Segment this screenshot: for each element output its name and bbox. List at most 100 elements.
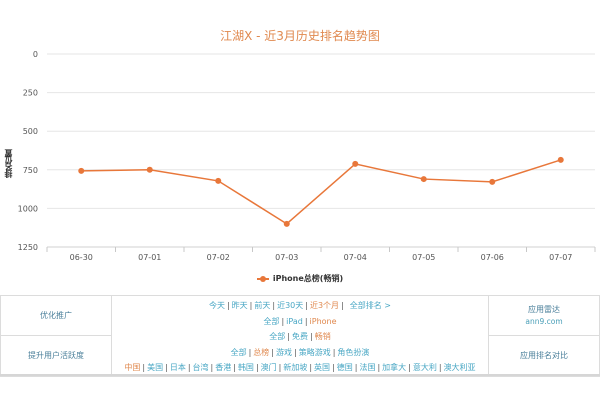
legend-label: iPhone总榜(畅销) — [272, 274, 344, 283]
data-point[interactable] — [557, 156, 564, 163]
separator: | — [309, 363, 313, 372]
device-link[interactable]: iPhone — [309, 316, 337, 326]
country-link[interactable]: 中国 — [124, 363, 141, 372]
app-rank-compare-link[interactable]: 应用排名对比 — [488, 335, 600, 377]
data-point[interactable] — [489, 178, 496, 185]
divider — [0, 374, 600, 376]
device-link[interactable]: 全部 — [263, 316, 280, 326]
y-tick-label: 500 — [23, 127, 38, 136]
country-link[interactable]: 台湾 — [192, 363, 209, 372]
separator: | — [271, 347, 274, 357]
x-tick-label: 07-07 — [549, 253, 572, 262]
category-link[interactable]: 角色扮演 — [337, 347, 370, 357]
y-tick-label: 0 — [33, 50, 38, 59]
separator: | — [249, 301, 253, 310]
y-tick-label: 250 — [23, 89, 38, 98]
country-link[interactable]: 澳门 — [260, 363, 277, 372]
separator: | — [305, 301, 308, 310]
x-axis: 06-30 07-01 07-02 07-03 07-04 07-05 07-06 07-07 — [46, 246, 596, 262]
y-tick-label: 1250 — [18, 243, 38, 252]
app-radar-domain: ann9.com — [525, 316, 563, 326]
price-link[interactable]: 全部 — [269, 332, 286, 341]
category-filter: 全部 | 总榜 | 游戏 | 策略游戏 | 角色扮演 — [112, 345, 488, 361]
data-point[interactable] — [215, 177, 222, 184]
line-chart: 0 250 500 750 1000 1250 06-30 07-01 07-02 07-03 0… — [18, 50, 596, 262]
y-tick-label: 1000 — [18, 204, 38, 213]
separator: | — [233, 363, 236, 372]
data-point[interactable] — [146, 166, 153, 173]
legend-series-marker-icon — [256, 275, 269, 282]
category-link[interactable]: 全部 — [230, 347, 247, 357]
device-link[interactable]: iPad — [286, 316, 303, 326]
data-point[interactable] — [283, 220, 290, 227]
filter-links-panel: 今天 | 昨天 | 前天 | 近30天 | 近3个月 | 全部排名 > 全部 | iPad | iPhone… — [111, 295, 489, 377]
x-tick-label: 07-04 — [344, 253, 367, 262]
separator: | — [142, 363, 146, 372]
country-link[interactable]: 日本 — [169, 363, 186, 372]
separator: | — [341, 301, 344, 310]
device-filter: 全部 | iPad | iPhone — [112, 314, 488, 330]
separator: | — [187, 363, 191, 372]
separator: | — [354, 363, 358, 372]
app-radar-label: 应用雷达 — [528, 304, 560, 314]
country-link[interactable]: 韩国 — [237, 363, 254, 372]
separator: | — [310, 332, 313, 341]
time-range-link[interactable]: 近3个月 — [309, 301, 340, 310]
optimize-promotion-link[interactable]: 优化推广 — [0, 294, 112, 337]
data-point[interactable] — [352, 160, 359, 167]
price-filter: 全部 | 免费 | 畅销 — [112, 329, 488, 345]
y-axis-ticks: 0 250 500 750 1000 1250 — [18, 50, 38, 252]
x-tick-label: 06-30 — [70, 253, 93, 262]
separator: | — [377, 363, 381, 372]
country-link[interactable]: 德国 — [336, 363, 353, 372]
ranking-filter-table: 优化推广 今天 | 昨天 | 前天 | 近30天 | 近3个月 | 全部排名 > 全部 | iPad | i… — [0, 294, 600, 377]
y-tick-label: 750 — [23, 166, 38, 175]
separator: | — [272, 301, 276, 310]
separator: | — [438, 363, 442, 372]
separator: | — [408, 363, 411, 372]
country-filter: 中国 | 美国 | 日本 | 台湾 | 香港 | 韩国 | 澳门 | 新加坡 | 英国 | 德国 | 法国 | 加拿大 | 意大… — [112, 360, 488, 376]
chart-title: 江湖X - 近3月历史排名趋势图 — [220, 29, 380, 43]
time-range-filter: 今天 | 昨天 | 前天 | 近30天 | 近3个月 | 全部排名 > — [112, 298, 488, 314]
x-tick-label: 07-02 — [207, 253, 230, 262]
country-link[interactable]: 美国 — [147, 363, 164, 372]
time-range-link[interactable]: 近30天 — [277, 301, 304, 310]
country-link[interactable]: 澳大利亚 — [443, 363, 476, 372]
separator: | — [287, 332, 290, 341]
country-link[interactable]: 法国 — [359, 363, 376, 372]
separator: | — [294, 347, 297, 357]
time-range-link[interactable]: 前天 — [254, 301, 271, 310]
data-point[interactable] — [78, 167, 85, 174]
separator: | — [278, 363, 282, 372]
all-rankings-link[interactable]: 全部排名 > — [349, 301, 392, 310]
chart-gridlines — [47, 53, 595, 209]
separator: | — [332, 363, 335, 372]
chart-series-line — [78, 156, 564, 227]
time-range-link[interactable]: 昨天 — [231, 301, 248, 310]
x-tick-label: 07-06 — [481, 253, 504, 262]
country-link[interactable]: 意大利 — [412, 363, 437, 372]
country-link[interactable]: 香港 — [215, 363, 232, 372]
app-radar-link[interactable]: 应用雷达 ann9.com — [488, 294, 600, 337]
data-point[interactable] — [420, 176, 427, 183]
price-link[interactable]: 免费 — [292, 332, 308, 341]
x-tick-label: 07-01 — [138, 253, 161, 262]
x-tick-label: 07-03 — [275, 253, 298, 262]
separator: | — [281, 316, 285, 326]
country-link[interactable]: 新加坡 — [283, 363, 308, 372]
separator: | — [226, 301, 230, 310]
separator: | — [255, 363, 259, 372]
category-link[interactable]: 总榜 — [253, 347, 270, 357]
chart-legend[interactable]: iPhone总榜(畅销) — [0, 273, 600, 284]
boost-user-activity-link[interactable]: 提升用户活跃度 — [0, 335, 112, 377]
country-link[interactable]: 英国 — [314, 363, 331, 372]
separator: | — [332, 347, 336, 357]
country-link[interactable]: 加拿大 — [382, 363, 407, 372]
category-link[interactable]: 策略游戏 — [298, 347, 331, 357]
separator: | — [165, 363, 168, 372]
price-link[interactable]: 畅销 — [314, 332, 331, 341]
time-range-link[interactable]: 今天 — [208, 301, 225, 310]
category-link[interactable]: 游戏 — [276, 347, 292, 357]
separator: | — [210, 363, 214, 372]
separator: | — [248, 347, 252, 357]
